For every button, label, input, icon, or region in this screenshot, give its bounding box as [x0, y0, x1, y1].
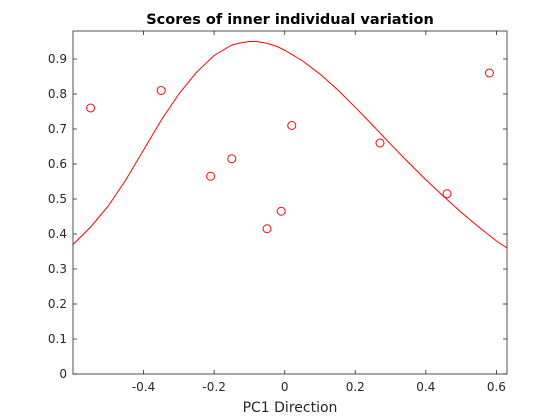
y-tick-label: 0.4: [48, 227, 67, 241]
chart-title: Scores of inner individual variation: [146, 12, 434, 28]
y-tick-label: 0.1: [48, 332, 67, 346]
axes-box: [72, 30, 508, 375]
plot-area-background: [73, 31, 507, 374]
scatter-point: [442, 189, 452, 199]
scatter-point: [276, 206, 286, 216]
y-tick-label: 0.7: [48, 122, 67, 136]
scatter-point: [484, 68, 494, 78]
scatter-point: [375, 138, 385, 148]
y-tick-label: 0.8: [48, 87, 67, 101]
x-tick-label: 0.2: [346, 380, 365, 394]
x-axis-label: PC1 Direction: [243, 400, 338, 416]
scatter-point: [227, 154, 237, 164]
y-tick-label: 0.2: [48, 297, 67, 311]
fit-curve: [73, 41, 507, 249]
x-tick-label: 0.6: [487, 380, 506, 394]
y-tick-label: 0.5: [48, 192, 67, 206]
scatter-point: [287, 121, 297, 130]
y-tick-label: 0.9: [48, 52, 67, 66]
scatter-point: [156, 86, 166, 95]
y-tick-label: 0.6: [48, 157, 67, 171]
scatter-point: [262, 224, 272, 234]
x-tick-label: -0.4: [132, 380, 155, 394]
y-tick-label: 0: [59, 367, 67, 381]
axes: -0.4 -0.2 0 0.2 0.4 0.6 0 0.1 0.2 0.3 0.4 0.5 0.6 0.7…: [48, 30, 508, 394]
y-tick-label: 0.3: [48, 262, 67, 276]
x-tick-label: 0: [281, 380, 289, 394]
scatter-points-layer: [86, 68, 494, 234]
x-tick-label: -0.2: [202, 380, 225, 394]
x-tick-label: 0.4: [416, 380, 435, 394]
fit-curve-layer: [73, 41, 507, 249]
scatter-point: [86, 103, 96, 113]
scatter-point: [206, 171, 216, 181]
